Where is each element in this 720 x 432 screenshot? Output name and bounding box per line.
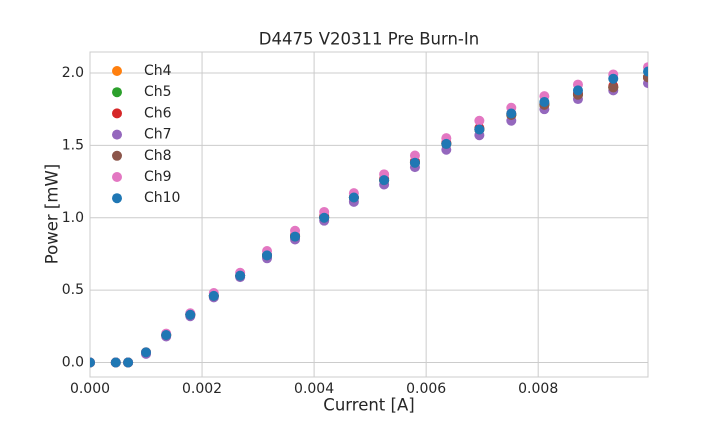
- point: [110, 357, 121, 368]
- x-tick-label: 0.008: [518, 381, 558, 397]
- legend-marker: [112, 193, 122, 204]
- point: [409, 157, 420, 168]
- point: [506, 108, 517, 119]
- point: [608, 82, 619, 93]
- legend-marker: [112, 66, 122, 76]
- legend-label: Ch9: [144, 169, 172, 185]
- legend-label: Ch4: [144, 63, 172, 79]
- point: [185, 309, 196, 320]
- point: [441, 138, 452, 149]
- point: [409, 150, 420, 161]
- point: [379, 175, 390, 186]
- legend-marker: [112, 129, 122, 140]
- y-tick-label: 1.0: [62, 210, 84, 226]
- legend-label: Ch8: [144, 148, 172, 164]
- point: [235, 270, 246, 281]
- x-tick-label: 0.006: [406, 381, 446, 397]
- point: [90, 357, 95, 368]
- point: [290, 231, 301, 242]
- y-tick-label: 2.0: [62, 65, 84, 81]
- x-tick-label: 0.002: [182, 381, 222, 397]
- y-tick-label: 0.5: [62, 282, 84, 298]
- point: [319, 212, 330, 223]
- legend-label: Ch6: [144, 105, 172, 121]
- point: [474, 124, 485, 135]
- chart-title: D4475 V20311 Pre Burn-In: [259, 30, 479, 49]
- point: [539, 96, 550, 107]
- point: [348, 192, 359, 203]
- legend-label: Ch10: [144, 190, 180, 206]
- plot-frame: [89, 51, 649, 378]
- legend-marker: [112, 87, 122, 98]
- point: [643, 66, 648, 77]
- y-axis-label: Power [mW]: [43, 164, 62, 264]
- legend-marker: [112, 108, 122, 119]
- x-tick-label: 0.004: [294, 381, 334, 397]
- legend-label: Ch7: [144, 127, 172, 143]
- x-tick-label: 0.000: [70, 381, 110, 397]
- legend-marker: [112, 172, 122, 182]
- y-tick-label: 0.0: [62, 355, 84, 371]
- legend-label: Ch5: [144, 84, 172, 100]
- point: [141, 347, 152, 358]
- point: [208, 290, 219, 301]
- y-tick-label: 1.5: [62, 137, 84, 153]
- point: [572, 85, 583, 96]
- point: [608, 73, 619, 84]
- point: [474, 115, 485, 126]
- point: [123, 357, 134, 368]
- point: [161, 330, 172, 341]
- x-axis-label: Current [A]: [323, 396, 414, 415]
- legend-marker: [112, 150, 122, 161]
- point: [262, 250, 273, 261]
